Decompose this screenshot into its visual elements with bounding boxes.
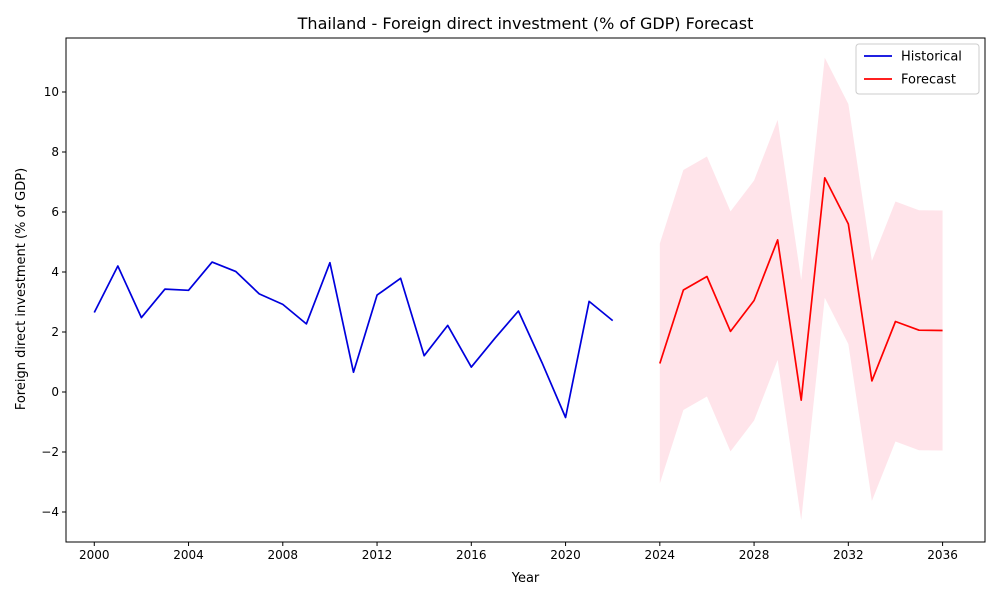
chart-title: Thailand - Foreign direct investment (% … (297, 14, 754, 33)
legend: Historical Forecast (855, 43, 980, 95)
y-tick-label: 10 (44, 85, 59, 99)
x-tick-label: 2008 (268, 548, 299, 562)
x-tick-label: 2012 (362, 548, 393, 562)
y-tick-label: 6 (51, 205, 59, 219)
legend-label-historical: Historical (901, 50, 962, 65)
series-line-historical (93, 261, 614, 419)
x-tick-label: 2028 (739, 548, 770, 562)
forecast-confidence-band (659, 57, 943, 521)
axes-frame (65, 37, 986, 543)
x-axis-title: Year (511, 571, 540, 586)
plot-area (93, 57, 943, 521)
y-tick-label: 8 (51, 145, 59, 159)
x-tick-label: 2004 (173, 548, 204, 562)
y-tick-label: 4 (51, 265, 59, 279)
y-tick-label: −4 (41, 505, 59, 519)
x-tick-label: 2024 (645, 548, 676, 562)
x-tick-label: 2016 (456, 548, 487, 562)
x-tick-label: 2036 (927, 548, 958, 562)
y-axis-title: Foreign direct investment (% of GDP) (14, 168, 29, 410)
series-line-forecast (659, 176, 943, 401)
y-tick-label: 0 (51, 385, 59, 399)
x-tick-label: 2020 (550, 548, 581, 562)
x-tick-label: 2032 (833, 548, 864, 562)
y-tick-label: −2 (41, 445, 59, 459)
legend-label-forecast: Forecast (901, 73, 956, 88)
y-tick-label: 2 (51, 325, 59, 339)
axes: 2000 2004 2008 2012 2016 2020 2024 2028 2032 2036… (41, 37, 986, 562)
x-tick-label: 2000 (79, 548, 110, 562)
